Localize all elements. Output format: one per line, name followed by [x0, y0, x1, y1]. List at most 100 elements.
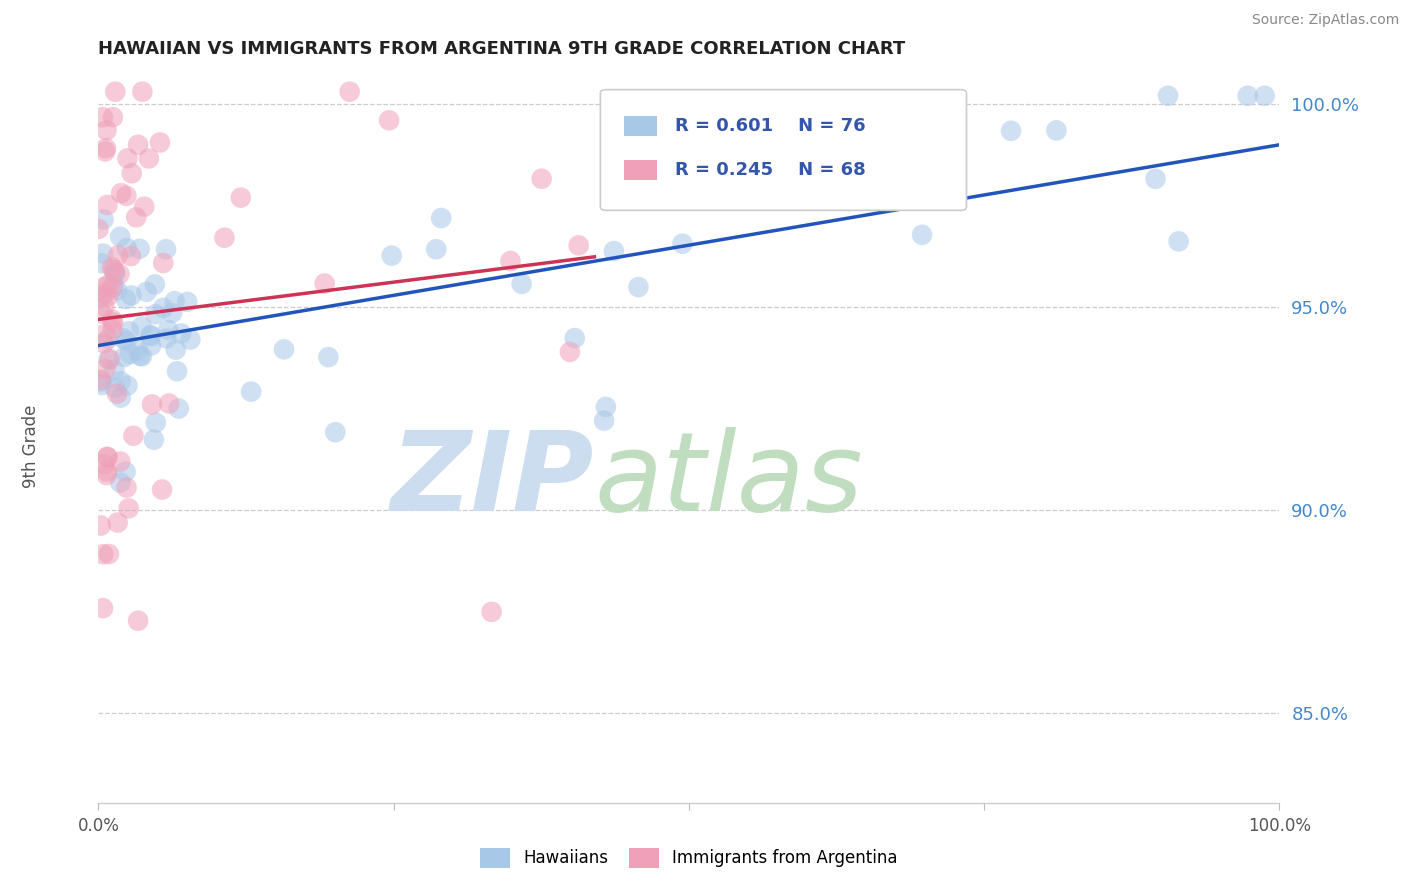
Point: [97, 289, 120, 303]
Point: [87, 222, 110, 236]
Point: [127, 614, 149, 628]
Point: [104, 266, 127, 280]
Point: [90, 290, 112, 304]
Point: [94, 145, 117, 159]
Point: [94, 361, 117, 376]
Point: [93, 327, 115, 342]
Point: [425, 242, 447, 256]
Point: [90, 373, 112, 387]
Point: [90, 378, 112, 392]
Point: [91, 110, 114, 124]
Point: [157, 396, 180, 410]
Point: [115, 189, 138, 203]
Point: [499, 254, 522, 268]
Point: [97, 332, 120, 346]
Point: [103, 278, 125, 293]
Point: [911, 227, 934, 242]
Point: [110, 391, 132, 405]
Point: [120, 288, 142, 302]
Point: [101, 281, 124, 295]
Text: ZIP: ZIP: [391, 427, 595, 534]
Point: [93, 336, 115, 351]
Point: [530, 171, 553, 186]
Point: [1236, 88, 1258, 103]
Point: [139, 329, 162, 343]
Point: [145, 307, 167, 321]
Point: [93, 212, 115, 227]
Point: [1144, 171, 1167, 186]
Point: [318, 350, 340, 364]
Point: [93, 287, 115, 301]
Point: [430, 211, 453, 225]
Point: [179, 333, 201, 347]
Point: [96, 450, 118, 464]
Point: [214, 230, 236, 244]
Point: [325, 425, 347, 440]
Point: [91, 547, 114, 561]
Point: [1000, 124, 1022, 138]
Point: [155, 242, 177, 256]
Point: [91, 601, 114, 615]
Point: [160, 306, 183, 320]
Point: [378, 113, 401, 128]
Point: [240, 384, 263, 399]
Point: [104, 85, 127, 99]
Point: [112, 350, 135, 364]
Point: [93, 280, 115, 294]
Point: [90, 307, 112, 321]
Point: [273, 343, 295, 357]
Point: [671, 236, 693, 251]
Point: [134, 200, 156, 214]
Point: [152, 301, 174, 315]
Point: [145, 416, 167, 430]
Text: Source: ZipAtlas.com: Source: ZipAtlas.com: [1251, 13, 1399, 28]
Bar: [624, 116, 657, 136]
Point: [97, 547, 120, 561]
Point: [94, 141, 117, 155]
Point: [339, 85, 361, 99]
Point: [93, 457, 115, 471]
Point: [603, 244, 626, 258]
Point: [150, 483, 173, 497]
Point: [568, 238, 591, 252]
Point: [139, 338, 162, 352]
Point: [97, 277, 120, 292]
Text: R = 0.601    N = 76: R = 0.601 N = 76: [675, 117, 865, 136]
Point: [98, 352, 121, 367]
Point: [165, 343, 187, 357]
Point: [115, 334, 138, 348]
Point: [110, 454, 132, 468]
Point: [135, 285, 157, 299]
Point: [90, 256, 112, 270]
Point: [107, 248, 129, 262]
Point: [564, 331, 586, 345]
Point: [115, 292, 138, 306]
Point: [101, 323, 124, 337]
Point: [163, 294, 186, 309]
Point: [107, 516, 129, 530]
Point: [1157, 88, 1180, 103]
Text: atlas: atlas: [595, 427, 863, 534]
Point: [1045, 123, 1067, 137]
Point: [156, 323, 179, 337]
Point: [112, 332, 135, 346]
Point: [637, 168, 659, 182]
Point: [595, 400, 617, 414]
Point: [1253, 88, 1275, 103]
Point: [120, 249, 142, 263]
Point: [155, 331, 177, 345]
Point: [115, 241, 138, 255]
Point: [101, 110, 124, 124]
Point: [593, 414, 616, 428]
Point: [129, 349, 152, 363]
Point: [138, 152, 160, 166]
Point: [127, 343, 149, 357]
Point: [96, 468, 118, 483]
Point: [131, 319, 153, 334]
Point: [131, 85, 153, 99]
Point: [110, 374, 132, 388]
Point: [115, 481, 138, 495]
Point: [110, 186, 132, 201]
Point: [103, 363, 125, 377]
Point: [118, 324, 141, 338]
